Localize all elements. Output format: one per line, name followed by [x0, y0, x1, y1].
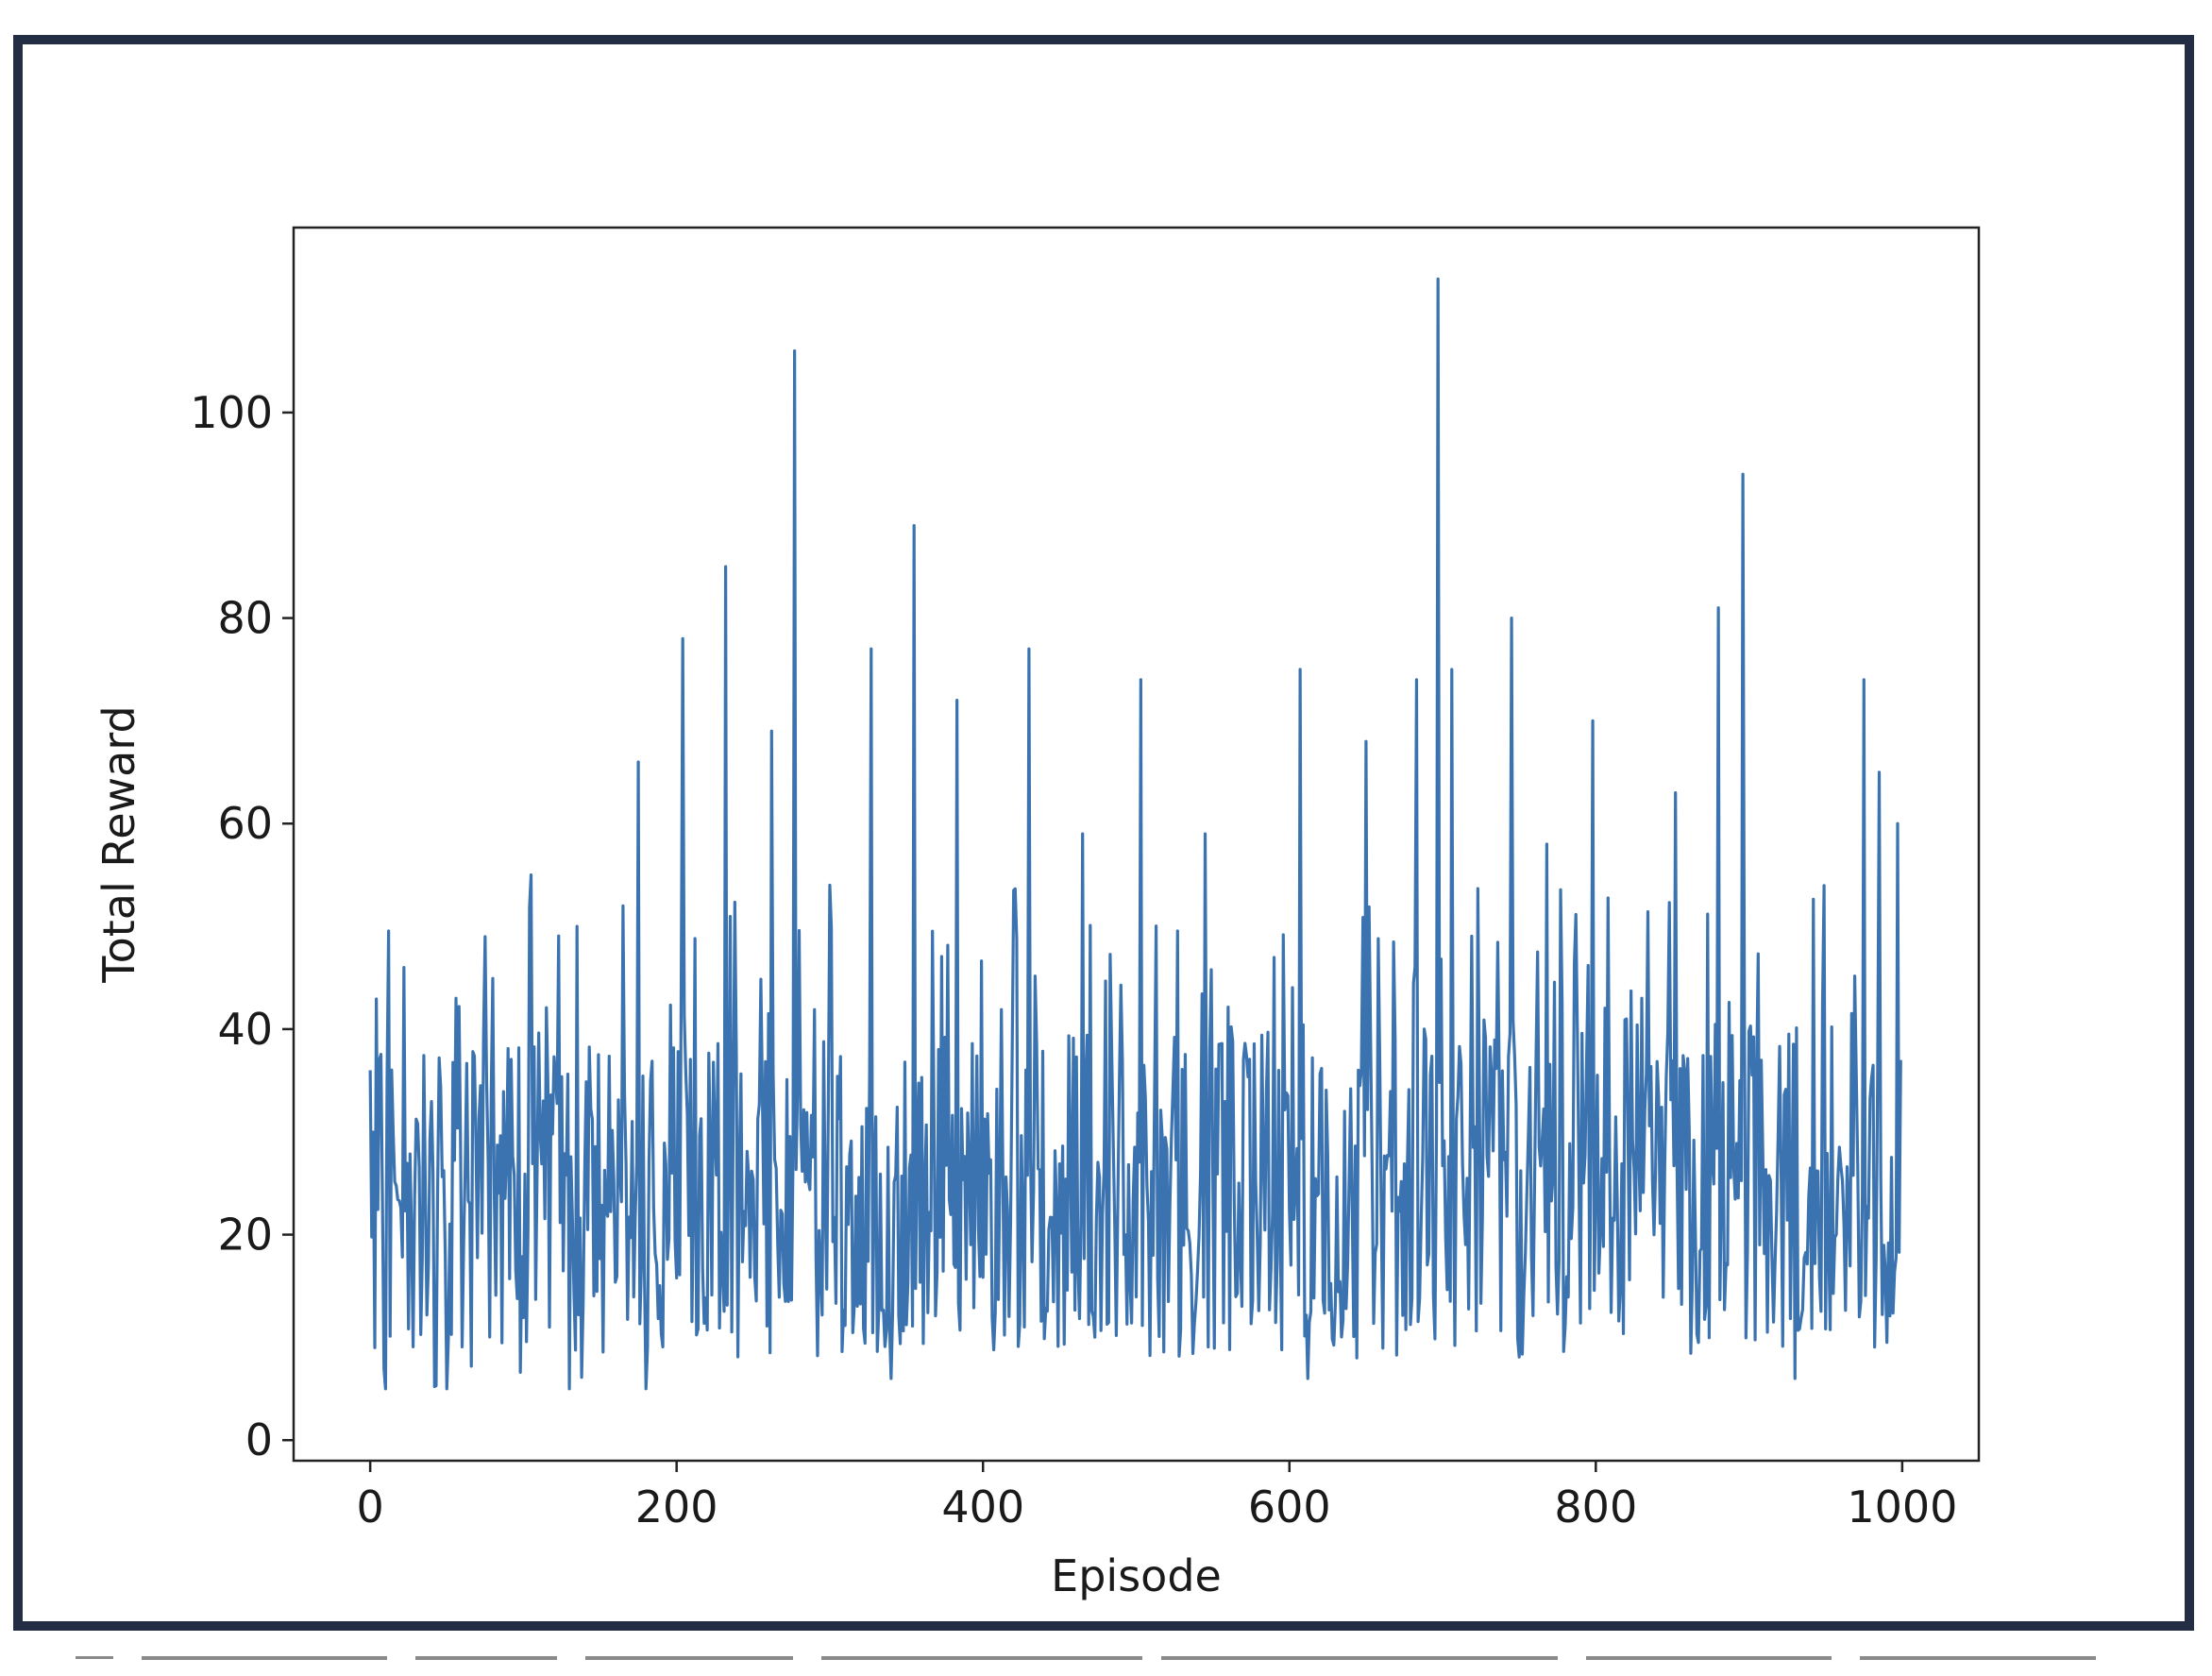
x-tick-label: 400	[941, 1481, 1024, 1532]
y-tick-label: 40	[217, 1004, 273, 1055]
series-layer	[368, 277, 1902, 1391]
y-axis-title: Total Reward	[93, 705, 144, 983]
x-tick-label: 600	[1248, 1481, 1331, 1532]
plot-border	[292, 226, 1981, 1463]
x-tick-label: 200	[635, 1481, 718, 1532]
x-tick-label: 0	[356, 1481, 383, 1532]
x-axis-title: Episode	[1051, 1550, 1222, 1601]
y-axis-ticks: 0 20 40 60 80 100	[190, 387, 294, 1465]
y-tick-label: 0	[245, 1414, 273, 1465]
cropped-caption-fragment	[0, 1651, 2212, 1676]
y-tick-label: 20	[217, 1210, 273, 1261]
y-tick-label: 80	[217, 593, 273, 644]
x-tick-label: 800	[1554, 1481, 1637, 1532]
total-reward-series-line	[368, 277, 1902, 1391]
x-axis-ticks: 0 200 400 600 800 1000	[356, 1461, 1957, 1532]
x-tick-label: 1000	[1847, 1481, 1957, 1532]
y-tick-label: 60	[217, 798, 273, 849]
y-tick-label: 100	[190, 387, 273, 438]
